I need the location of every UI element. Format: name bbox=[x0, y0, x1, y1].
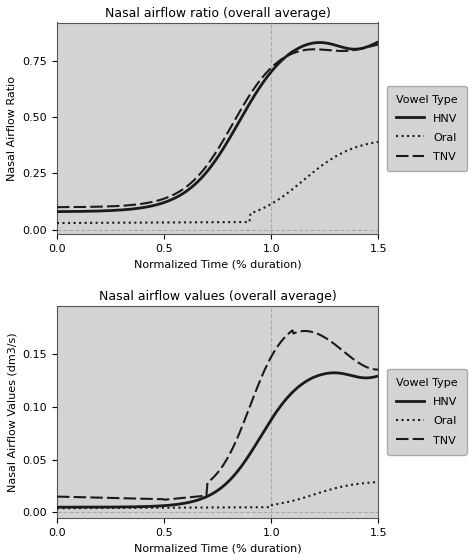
Title: Nasal airflow values (overall average): Nasal airflow values (overall average) bbox=[99, 291, 337, 304]
Legend: HNV, Oral, TNV: HNV, Oral, TNV bbox=[387, 369, 466, 455]
X-axis label: Normalized Time (% duration): Normalized Time (% duration) bbox=[134, 260, 301, 269]
Title: Nasal airflow ratio (overall average): Nasal airflow ratio (overall average) bbox=[105, 7, 331, 20]
Y-axis label: Nasal Airflow Values (dm3/s): Nasal Airflow Values (dm3/s) bbox=[7, 332, 17, 492]
Y-axis label: Nasal Airflow Ratio: Nasal Airflow Ratio bbox=[7, 76, 17, 181]
Legend: HNV, Oral, TNV: HNV, Oral, TNV bbox=[387, 86, 466, 171]
X-axis label: Normalized Time (% duration): Normalized Time (% duration) bbox=[134, 543, 301, 553]
